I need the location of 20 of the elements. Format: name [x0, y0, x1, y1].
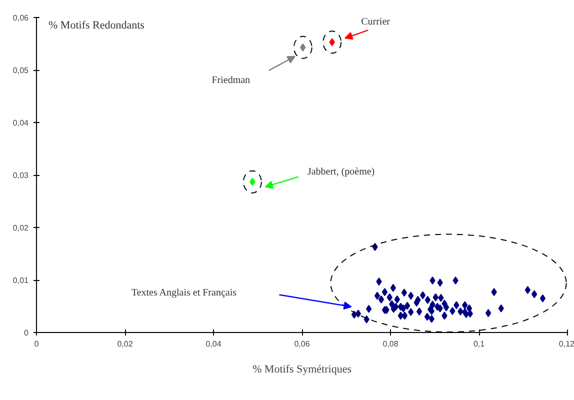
annotation: Jabbert, (poème) — [307, 166, 375, 178]
annotation: Friedman — [212, 74, 250, 86]
y-tick-label: 0 — [24, 328, 30, 338]
x-tick-label: 0,1 — [473, 340, 486, 348]
annotation: Textes Anglais et Français — [131, 287, 237, 298]
x-tick-label: 0,02 — [117, 340, 134, 348]
x-tick-label: 0 — [34, 340, 40, 348]
y-tick-label: 0,04 — [12, 118, 30, 128]
x-tick-label: 0,12 — [558, 340, 574, 348]
x-axis-title: % Motifs Symétriques — [252, 364, 352, 376]
annotation: Currier — [361, 16, 391, 28]
y-tick-label: 0,06 — [12, 14, 30, 22]
y-tick-label: 0,05 — [12, 66, 30, 75]
y-tick-label: 0,01 — [12, 276, 30, 285]
x-tick-label: 0,06 — [294, 340, 310, 348]
y-tick-label: 0,03 — [12, 171, 30, 180]
x-tick-label: 0,08 — [382, 340, 399, 348]
y-axis-title: % Motifs Redondants — [48, 20, 144, 32]
x-tick-label: 0,04 — [206, 340, 222, 348]
y-tick-label: 0,02 — [12, 224, 30, 232]
